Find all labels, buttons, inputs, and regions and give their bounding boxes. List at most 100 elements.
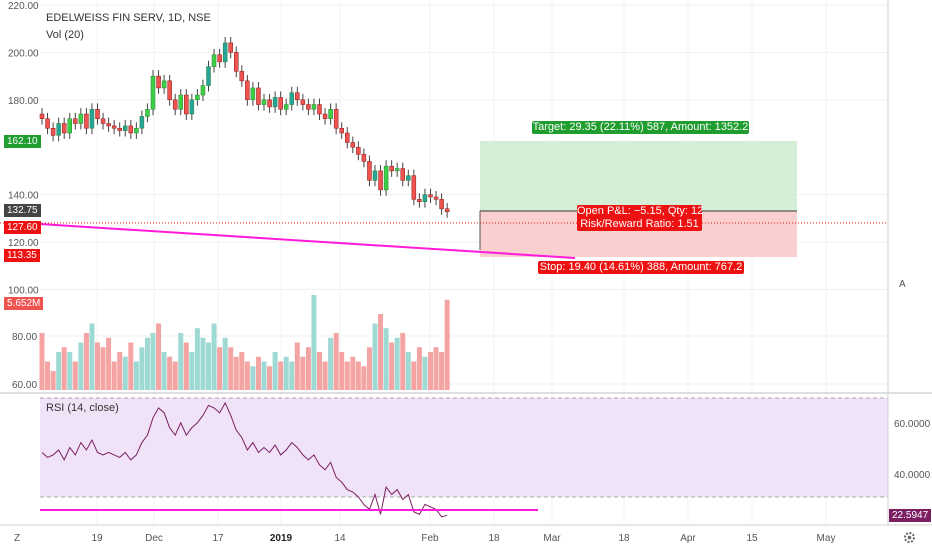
volume-bar	[133, 361, 139, 390]
candle-body	[372, 170, 378, 181]
candle-body	[167, 80, 172, 101]
candle-body	[400, 168, 405, 181]
volume-bar	[89, 323, 95, 390]
candle-body	[428, 194, 433, 198]
volume-bar	[122, 356, 128, 390]
volume-series	[39, 295, 450, 390]
price-tick-label: 120.00	[8, 238, 39, 249]
auto-scale-icon[interactable]: A	[899, 279, 906, 290]
candle-body	[256, 87, 261, 105]
volume-bar	[45, 361, 51, 390]
target-price-tag: 162.10	[4, 135, 41, 148]
candle-body	[311, 104, 317, 110]
candle-body	[378, 170, 383, 191]
volume-bar	[39, 333, 45, 390]
candle-body	[439, 199, 444, 210]
candle-body	[228, 42, 233, 53]
volume-bar	[411, 361, 417, 390]
candle-body	[383, 165, 389, 191]
candle-body	[234, 52, 239, 72]
candle-body	[356, 146, 361, 155]
volume-bar	[383, 328, 389, 390]
symbol-legend[interactable]: EDELWEISS FIN SERV, 1D, NSE	[46, 12, 211, 24]
candle-body	[128, 125, 134, 134]
volume-bar	[222, 337, 228, 390]
candle-body	[422, 194, 428, 202]
volume-bar	[183, 342, 189, 390]
volume-bar	[255, 356, 261, 390]
volume-legend[interactable]: Vol (20)	[46, 29, 84, 41]
volume-bar	[144, 337, 150, 390]
volume-bar	[228, 347, 234, 390]
volume-bar	[311, 295, 317, 390]
candle-body	[178, 94, 183, 110]
stop-label[interactable]: Stop: 19.40 (14.61%) 388, Amount: 767.2	[538, 261, 744, 274]
candle-body	[95, 109, 100, 120]
current-price-tag: 132.75	[4, 204, 41, 217]
candle-body	[250, 87, 256, 101]
candle-body	[278, 97, 283, 110]
volume-bar	[328, 337, 334, 390]
candle-body	[322, 113, 328, 120]
timezone-icon[interactable]: Z	[14, 533, 21, 544]
volume-bar	[161, 352, 167, 390]
volume-bar	[117, 352, 123, 390]
volume-tick-label: 60.00	[12, 380, 37, 391]
volume-bar	[83, 333, 89, 390]
candle-body	[123, 125, 128, 131]
time-tick-label: 18	[488, 533, 500, 544]
candle-body	[433, 196, 439, 200]
time-tick-label: 18	[618, 533, 630, 544]
volume-bar	[56, 352, 62, 390]
candle-body	[239, 71, 245, 82]
volume-bar	[128, 342, 134, 390]
gear-icon[interactable]	[903, 531, 916, 544]
target-zone[interactable]	[480, 141, 797, 211]
volume-bar	[150, 333, 156, 390]
candle-body	[139, 116, 145, 129]
volume-bar	[322, 361, 328, 390]
time-tick-label: 2019	[270, 533, 293, 544]
rsi-legend[interactable]: RSI (14, close)	[46, 402, 119, 414]
candle-body	[184, 94, 189, 115]
volume-bar	[355, 361, 361, 390]
candle-body	[245, 80, 250, 101]
volume-value-tag: 5.652M	[4, 297, 44, 310]
pnl-box[interactable]: Open P&L: −5.15, Qty: 12 Risk/Reward Rat…	[577, 205, 704, 231]
volume-bar	[400, 333, 406, 390]
volume-bar	[111, 361, 117, 390]
volume-bar	[378, 314, 384, 390]
trend-line[interactable]	[39, 223, 576, 259]
volume-bar	[172, 361, 178, 390]
volume-bar	[361, 366, 367, 390]
candle-body	[189, 99, 195, 115]
candle-body	[339, 127, 344, 134]
candle-body	[289, 92, 294, 105]
candle-body	[67, 118, 72, 134]
volume-bar	[350, 356, 356, 390]
target-label[interactable]: Target: 29.35 (22.11%) 587, Amount: 1352…	[532, 121, 749, 134]
volume-bar	[100, 347, 106, 390]
volume-bar	[106, 337, 112, 390]
volume-bar	[95, 342, 100, 390]
candle-body	[145, 109, 150, 117]
candle-body	[406, 175, 411, 181]
volume-bar	[61, 347, 67, 390]
volume-bar	[422, 356, 428, 390]
volume-bar	[333, 333, 339, 390]
candle-body	[394, 168, 400, 172]
volume-bar	[444, 299, 450, 390]
volume-bar	[439, 352, 445, 390]
candle-body	[222, 42, 228, 63]
time-tick-label: 14	[334, 533, 346, 544]
volume-bar	[200, 337, 206, 390]
candle-body	[261, 99, 267, 105]
volume-bar	[50, 371, 56, 390]
open-pnl-label: Open P&L: −5.15, Qty: 12	[577, 205, 704, 217]
price-tick-label: 220.00	[8, 1, 39, 12]
volume-bar	[283, 356, 289, 390]
volume-bar	[317, 352, 322, 390]
volume-bar	[405, 352, 411, 390]
rsi-tick-label: 40.0000	[894, 470, 931, 481]
